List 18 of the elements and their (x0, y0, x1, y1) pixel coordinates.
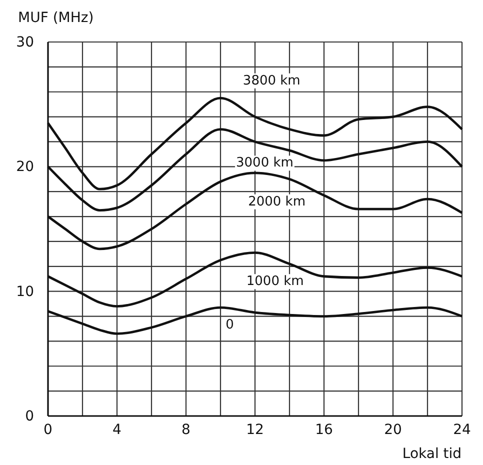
x-tick-label: 20 (384, 422, 402, 438)
series-label: 1000 km (246, 274, 304, 290)
x-tick-label: 12 (246, 422, 264, 438)
x-axis-title: Lokal tid (402, 446, 462, 462)
series-label: 3800 km (242, 73, 300, 88)
y-tick-label: 30 (16, 34, 34, 50)
series-label: 2000 km (248, 194, 306, 210)
y-tick-label: 0 (25, 408, 34, 424)
x-tick-label: 0 (44, 422, 52, 438)
x-tick-label: 24 (453, 422, 471, 438)
y-tick-label: 20 (16, 159, 34, 176)
y-axis-title: MUF (MHz) (18, 10, 94, 26)
x-tick-label: 16 (315, 422, 333, 438)
series-label: 3000 km (236, 156, 294, 171)
x-tick-label: 4 (112, 422, 122, 438)
x-tick-label: 8 (182, 422, 190, 438)
y-tick-label: 10 (16, 284, 34, 300)
series-label: 0 (226, 318, 234, 333)
